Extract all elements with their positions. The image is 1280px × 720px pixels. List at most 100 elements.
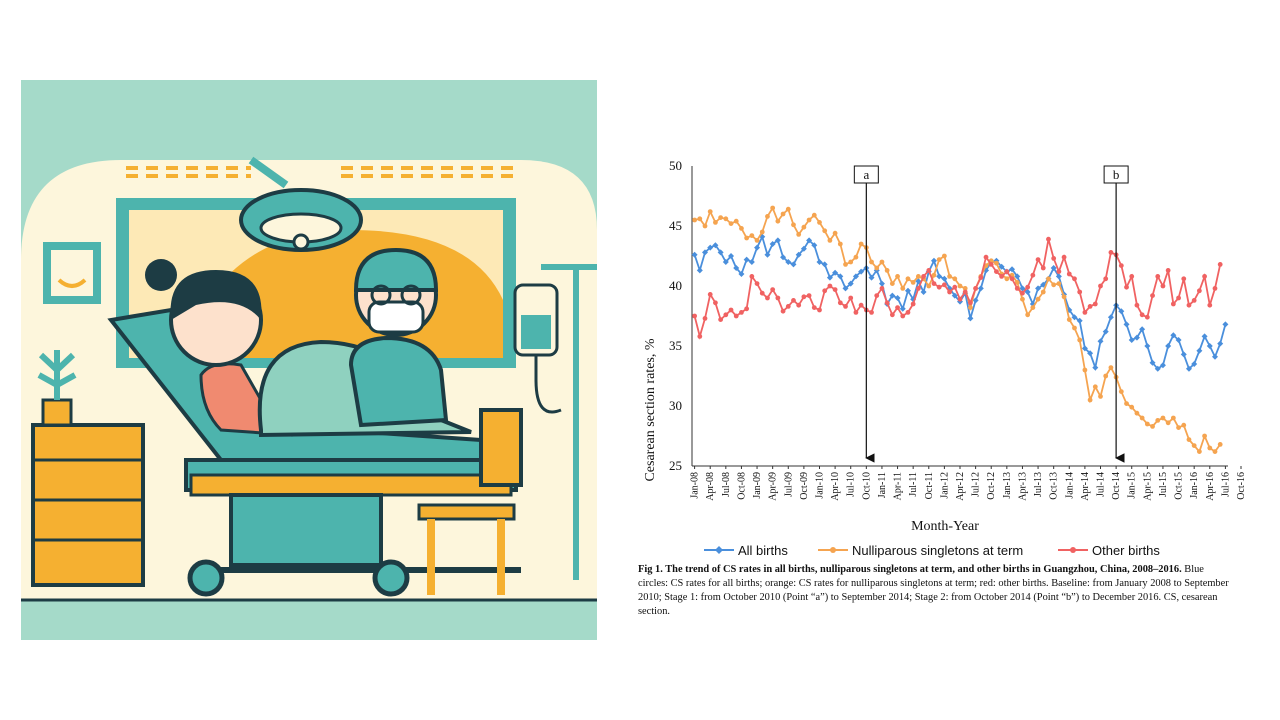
data-point — [874, 293, 880, 298]
x-tick-label: Oct-14 — [1111, 472, 1122, 500]
data-point — [1170, 301, 1176, 307]
data-point — [1072, 325, 1077, 331]
x-tick-label: Apr-14 — [1080, 472, 1091, 501]
x-tick-label: Jul-13 — [1033, 472, 1044, 497]
y-tick-label: 35 — [669, 338, 682, 353]
x-tick-label: Jul-12 — [971, 472, 982, 497]
decor-dashes — [126, 166, 521, 178]
data-point — [1107, 314, 1114, 321]
x-tick-label: Jan-15 — [1127, 472, 1138, 499]
data-point — [800, 245, 807, 252]
data-point — [1030, 305, 1036, 310]
data-point — [1191, 361, 1198, 367]
annotation-label: b — [1113, 167, 1120, 182]
x-tick-label: Apr-13 — [1017, 472, 1028, 501]
data-point — [822, 288, 828, 294]
data-point — [743, 256, 750, 263]
data-point — [999, 274, 1005, 279]
data-point — [904, 287, 911, 294]
data-point — [879, 259, 885, 265]
data-point — [707, 244, 714, 251]
x-tick-label: Jul-09 — [783, 472, 794, 497]
data-point — [1082, 367, 1088, 373]
data-point — [1051, 282, 1057, 288]
data-point — [723, 216, 729, 222]
data-point — [1051, 256, 1057, 261]
x-tick-label: Apr-08 — [705, 472, 716, 501]
data-point — [827, 283, 833, 289]
data-point — [723, 312, 729, 318]
caption-text: Blue circles: CS rates for all births; o… — [638, 564, 1229, 617]
data-point — [1160, 283, 1166, 289]
data-point — [780, 211, 786, 217]
x-tick-label: Apr-12 — [955, 472, 966, 501]
data-point — [759, 229, 765, 235]
y-axis-ticks: 25 30 35 40 45 50 — [669, 158, 682, 473]
data-point — [936, 257, 942, 262]
doctor-mask — [367, 300, 425, 334]
legend-marker — [830, 547, 836, 553]
data-point — [957, 296, 963, 302]
data-point — [707, 209, 713, 214]
data-point — [780, 254, 787, 261]
data-point — [915, 274, 921, 279]
data-point — [869, 310, 874, 315]
data-point — [780, 308, 786, 314]
data-point — [785, 304, 791, 309]
data-point — [1020, 296, 1025, 302]
data-point — [1097, 338, 1104, 345]
data-point — [900, 313, 906, 319]
data-point — [817, 307, 822, 313]
data-point — [1092, 384, 1098, 390]
data-point — [1150, 424, 1155, 429]
data-point — [941, 275, 948, 282]
data-point — [1103, 276, 1109, 282]
data-point — [702, 316, 708, 321]
data-point — [801, 224, 807, 230]
data-point — [910, 301, 916, 307]
stool — [417, 503, 516, 521]
data-point — [744, 235, 750, 241]
data-point — [785, 206, 791, 212]
data-point — [832, 269, 839, 276]
data-point — [1134, 302, 1140, 308]
data-point — [1160, 415, 1166, 421]
data-point — [1066, 317, 1072, 322]
caption-title: Fig 1. The trend of CS rates in all birt… — [638, 564, 1182, 575]
data-point — [1154, 365, 1161, 372]
data-point — [1035, 285, 1042, 292]
data-point — [697, 334, 703, 339]
data-point — [951, 292, 958, 299]
data-point — [1202, 433, 1207, 439]
annotation-label: a — [863, 167, 869, 182]
plant — [37, 350, 77, 400]
chart-legend: All births Nulliparous singletons at term… — [704, 543, 1160, 558]
x-tick-label: Jan-14 — [1064, 472, 1075, 499]
data-point — [1035, 257, 1041, 262]
data-point — [739, 226, 744, 231]
data-point — [1139, 415, 1145, 421]
data-point — [796, 302, 802, 308]
data-point — [1082, 310, 1088, 315]
bed-foot — [479, 408, 523, 487]
data-point — [1217, 262, 1223, 267]
data-point — [713, 300, 718, 306]
data-point — [1108, 250, 1114, 255]
data-point — [1128, 337, 1135, 343]
data-point — [759, 290, 765, 296]
data-point — [884, 300, 890, 306]
data-point — [915, 286, 921, 291]
data-point — [894, 295, 901, 301]
data-point — [920, 289, 927, 295]
data-point — [994, 269, 999, 274]
x-tick-label: Apr-09 — [768, 472, 779, 501]
data-point — [769, 241, 776, 247]
x-tick-label: Apr-15 — [1142, 472, 1153, 501]
data-point — [994, 260, 999, 266]
data-point — [791, 298, 796, 303]
data-point — [853, 310, 859, 315]
data-point — [1087, 350, 1094, 357]
data-point — [1019, 285, 1026, 292]
data-point — [931, 272, 937, 278]
